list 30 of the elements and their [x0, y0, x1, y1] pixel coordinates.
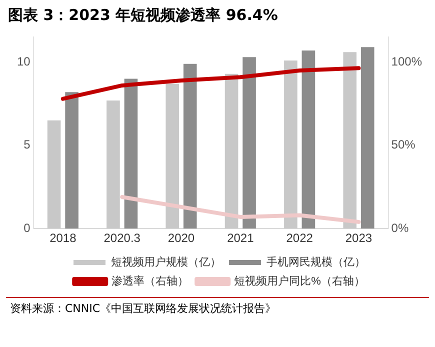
y-tick-label: 0 — [24, 220, 31, 235]
y-tick-label: 5 — [24, 138, 31, 152]
bar — [166, 84, 180, 229]
x-tick-label: 2022 — [286, 231, 314, 246]
text: 资料来源：CNNIC《中国互联网络发展状况统计报告》 — [6, 297, 429, 319]
legend-label: 渗透率（右轴） — [112, 274, 189, 288]
y2-tick-label: 0% — [391, 220, 409, 235]
bar — [106, 100, 120, 229]
bar — [242, 57, 256, 229]
y2-tick-label: 50% — [391, 138, 416, 152]
bar — [65, 92, 78, 229]
bar — [343, 52, 357, 229]
y-tick-label: 10 — [16, 54, 31, 68]
bar — [224, 74, 238, 229]
x-tick-label: 2020.3 — [104, 231, 141, 246]
legend-label: 手机网民规模（亿） — [266, 256, 366, 269]
bar — [183, 64, 197, 229]
x-tick-label: 2018 — [50, 231, 77, 246]
bar — [47, 120, 61, 229]
x-tick-label: 2020 — [168, 231, 195, 246]
legend-label: 短视频用户规模（亿） — [111, 256, 221, 269]
bar — [284, 60, 298, 229]
x-tick-label: 2021 — [227, 231, 254, 246]
y2-tick-label: 100% — [391, 54, 422, 68]
legend-label: 短视频用户同比%（右轴） — [234, 274, 365, 288]
bar — [302, 50, 316, 229]
chart-title: 图表 3：2023 年短视频渗透率 96.4% — [7, 5, 279, 26]
bar — [360, 47, 374, 229]
x-tick-label: 2023 — [345, 231, 372, 246]
bar — [124, 78, 138, 229]
